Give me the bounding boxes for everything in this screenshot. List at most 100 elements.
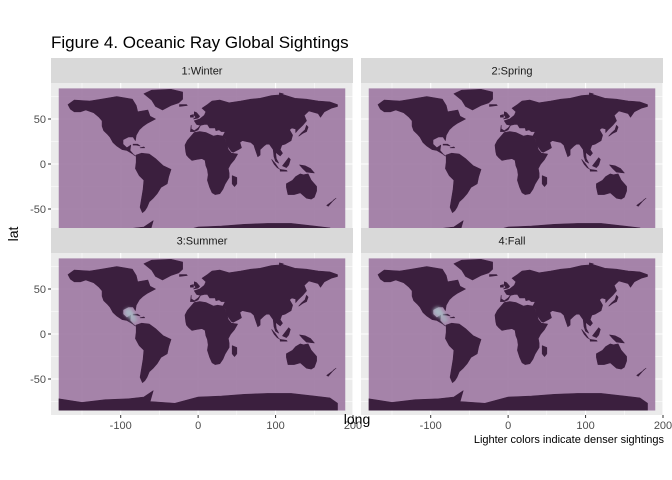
y-tick-label: 50 xyxy=(34,284,46,296)
landmass xyxy=(592,157,601,168)
facet-strip-label: 2:Spring xyxy=(492,66,533,78)
landmass xyxy=(500,94,648,164)
x-tick-label: 200 xyxy=(654,420,672,432)
landmass xyxy=(326,367,337,377)
landmass xyxy=(445,152,482,213)
landmass xyxy=(179,274,188,277)
landmass xyxy=(541,345,548,357)
x-axis-ticks: -100 0 100 200 -100 0 100 200 xyxy=(110,415,672,432)
landmass xyxy=(500,114,504,118)
landmass xyxy=(636,367,647,377)
landmass xyxy=(190,94,338,164)
landmass xyxy=(231,175,238,187)
landmass xyxy=(494,301,548,365)
landmass xyxy=(286,173,317,200)
y-tick-label: -50 xyxy=(30,204,46,216)
landmass xyxy=(609,334,625,344)
landmass xyxy=(608,125,619,137)
landmass xyxy=(279,92,284,97)
landmass xyxy=(449,146,455,149)
landmass xyxy=(500,284,504,288)
landmass xyxy=(279,339,288,342)
x-tick-label: -100 xyxy=(420,420,442,432)
landmass xyxy=(179,104,188,107)
landmass xyxy=(190,284,194,288)
x-axis-title: long xyxy=(344,411,370,427)
landmass xyxy=(489,274,498,277)
landmass xyxy=(589,169,598,172)
landmass xyxy=(58,390,338,411)
landmass xyxy=(500,264,648,334)
land-layer xyxy=(58,259,338,411)
facet-strip xyxy=(361,58,663,83)
landmass xyxy=(282,327,291,338)
landmass xyxy=(453,89,493,111)
landmass xyxy=(453,259,493,281)
landmass xyxy=(143,89,183,111)
landmass xyxy=(503,111,510,120)
x-tick-label: -100 xyxy=(110,420,132,432)
landmass xyxy=(139,146,145,149)
landmass xyxy=(299,164,315,174)
landmass xyxy=(184,301,238,365)
landmass xyxy=(231,345,238,357)
chart-title: Figure 4. Oceanic Ray Global Sightings xyxy=(51,33,349,52)
landmass xyxy=(279,262,284,267)
sighting-point xyxy=(441,316,448,323)
landmass xyxy=(298,125,309,137)
landmass xyxy=(589,262,594,267)
landmass xyxy=(636,197,647,207)
landmass xyxy=(184,131,238,195)
landmass xyxy=(132,143,141,147)
landmass xyxy=(190,264,338,334)
landmass xyxy=(143,259,183,281)
landmass xyxy=(596,173,627,200)
landmass xyxy=(279,169,288,172)
x-tick-label: 200 xyxy=(344,420,362,432)
landmass xyxy=(139,316,145,319)
landmass xyxy=(489,104,498,107)
landmass xyxy=(326,197,337,207)
landmass xyxy=(608,295,619,307)
landmass xyxy=(67,96,156,158)
landmass xyxy=(193,281,200,290)
facet-3-summer: 3:Summer 50 0 -50 xyxy=(30,228,354,415)
landmass xyxy=(589,92,594,97)
landmass xyxy=(449,316,455,319)
landmass xyxy=(589,339,598,342)
facet-1-winter: 1:Winter 50 0 -50 xyxy=(30,58,354,245)
landmass xyxy=(299,334,315,344)
land-layer xyxy=(368,259,648,411)
landmass xyxy=(135,152,172,213)
landmass xyxy=(298,295,309,307)
landmass xyxy=(592,327,601,338)
landmass xyxy=(282,157,291,168)
landmass xyxy=(494,131,548,195)
y-tick-label: 50 xyxy=(34,114,46,126)
y-tick-label: 0 xyxy=(40,159,46,171)
landmass xyxy=(190,114,194,118)
y-axis-title: lat xyxy=(5,227,21,242)
facet-4-fall: 4:Fall xyxy=(361,228,664,415)
landmass xyxy=(377,96,466,158)
facet-2-spring: 2:Spring xyxy=(361,58,664,245)
landmass xyxy=(503,281,510,290)
x-tick-label: 0 xyxy=(505,420,511,432)
facet-panels: 1:Winter 50 0 -50 2:Spring 3:Summer 50 0 -50 4:Fa… xyxy=(30,58,664,415)
caption: Lighter colors indicate denser sightings xyxy=(474,434,665,446)
facet-strip xyxy=(51,228,353,253)
facet-strip xyxy=(51,58,353,83)
landmass xyxy=(368,390,648,411)
facet-strip-label: 4:Fall xyxy=(499,236,526,248)
landmass xyxy=(442,143,451,147)
y-tick-label: 0 xyxy=(40,329,46,341)
sighting-point xyxy=(130,316,138,323)
x-tick-label: 100 xyxy=(576,420,594,432)
x-tick-label: 0 xyxy=(195,420,201,432)
landmass xyxy=(596,343,627,370)
facet-strip-label: 3:Summer xyxy=(177,236,228,248)
landmass xyxy=(541,175,548,187)
y-tick-label: -50 xyxy=(30,374,46,386)
landmass xyxy=(609,164,625,174)
